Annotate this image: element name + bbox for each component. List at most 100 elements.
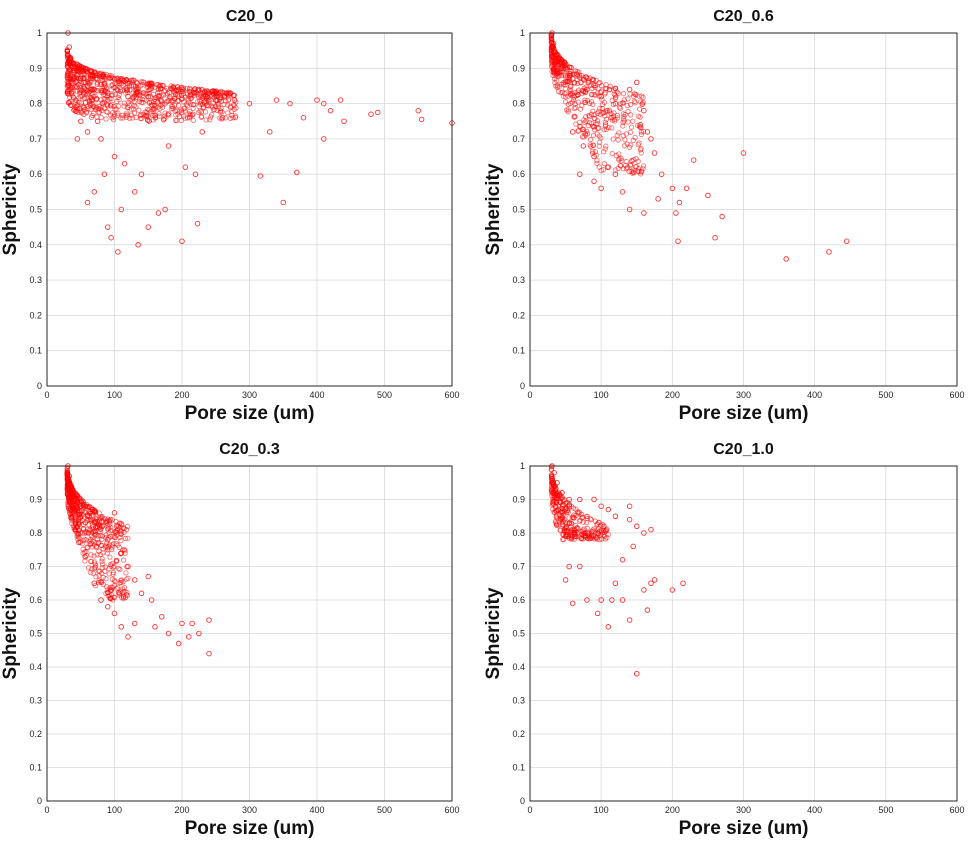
data-point [85, 76, 91, 82]
data-point [550, 68, 557, 74]
data-point [641, 210, 647, 216]
data-point [548, 36, 555, 42]
data-point [169, 98, 176, 104]
data-point [190, 117, 196, 123]
data-point [75, 528, 82, 534]
data-point [111, 111, 118, 118]
data-point [155, 210, 162, 216]
data-point [148, 597, 155, 603]
data-point [212, 89, 218, 95]
data-point [138, 112, 144, 118]
data-point [595, 86, 601, 92]
data-point [705, 192, 711, 199]
data-point [636, 140, 642, 146]
data-point [683, 185, 690, 192]
data-point [146, 81, 152, 87]
data-point [549, 485, 556, 492]
data-point [626, 516, 633, 523]
data-point [212, 97, 219, 103]
data-point [566, 520, 572, 527]
data-point [184, 85, 190, 91]
data-point [337, 97, 344, 103]
data-point [562, 65, 569, 71]
data-point [64, 63, 71, 69]
data-point [74, 64, 81, 71]
data-point [192, 171, 199, 177]
data-point [131, 102, 138, 109]
data-point [73, 502, 79, 508]
data-point [66, 44, 73, 50]
data-point [572, 105, 579, 111]
data-point [638, 171, 644, 177]
data-point [222, 115, 229, 121]
data-point [594, 610, 601, 617]
data-point [87, 569, 94, 576]
data-point [94, 76, 100, 83]
data-point [83, 530, 89, 536]
data-point [133, 104, 139, 110]
data-point [107, 521, 113, 528]
data-point [599, 82, 605, 89]
data-point [126, 80, 133, 87]
data-point [574, 80, 581, 87]
data-point [568, 520, 575, 526]
panel-title: C20_0 [226, 8, 273, 25]
data-point [117, 566, 123, 573]
x-axis-label: Pore size (um) [185, 818, 315, 839]
data-point [613, 85, 619, 92]
data-point [85, 80, 91, 86]
x-tick-label: 400 [309, 390, 324, 400]
data-point [612, 100, 619, 107]
x-tick-label: 100 [107, 390, 122, 400]
data-point [596, 519, 602, 525]
axes-frame [529, 465, 958, 802]
data-point [287, 100, 293, 107]
y-tick-label: 0.1 [29, 346, 42, 356]
data-point [582, 97, 588, 103]
data-point [118, 579, 124, 586]
data-point [606, 109, 613, 115]
data-point [562, 82, 568, 88]
data-point [568, 529, 574, 535]
data-point [584, 597, 590, 603]
data-point [138, 590, 145, 597]
data-point [620, 166, 627, 172]
data-point [590, 76, 596, 82]
data-point [231, 106, 237, 112]
data-point [118, 537, 124, 544]
data-point [87, 510, 93, 517]
data-point [122, 548, 128, 554]
data-point [67, 84, 73, 90]
data-point [712, 234, 718, 241]
data-point [118, 206, 124, 213]
data-point [619, 597, 626, 603]
data-point [620, 116, 627, 122]
data-point [554, 78, 560, 84]
data-point [118, 550, 124, 556]
data-point [187, 108, 193, 115]
data-point [567, 86, 573, 92]
data-point [620, 123, 626, 129]
y-tick-label: 0.1 [29, 763, 42, 773]
data-point [572, 532, 579, 538]
y-tick-label: 0.3 [512, 275, 525, 285]
data-point [185, 634, 192, 640]
data-point [202, 109, 209, 115]
data-point [579, 528, 586, 535]
data-point [111, 510, 118, 516]
data-point [562, 79, 568, 85]
data-point [569, 535, 575, 541]
y-tick-label: 0.7 [512, 134, 525, 144]
data-point [594, 118, 601, 124]
data-point [608, 115, 614, 121]
data-point [598, 93, 604, 100]
data-point [88, 533, 95, 539]
data-point [594, 131, 600, 137]
data-point [100, 74, 106, 80]
data-point [212, 103, 219, 109]
data-point [658, 171, 665, 177]
y-axis-label: Sphericity [0, 587, 21, 679]
data-point [123, 87, 130, 94]
data-point [133, 114, 139, 121]
axes-frame [529, 32, 958, 387]
